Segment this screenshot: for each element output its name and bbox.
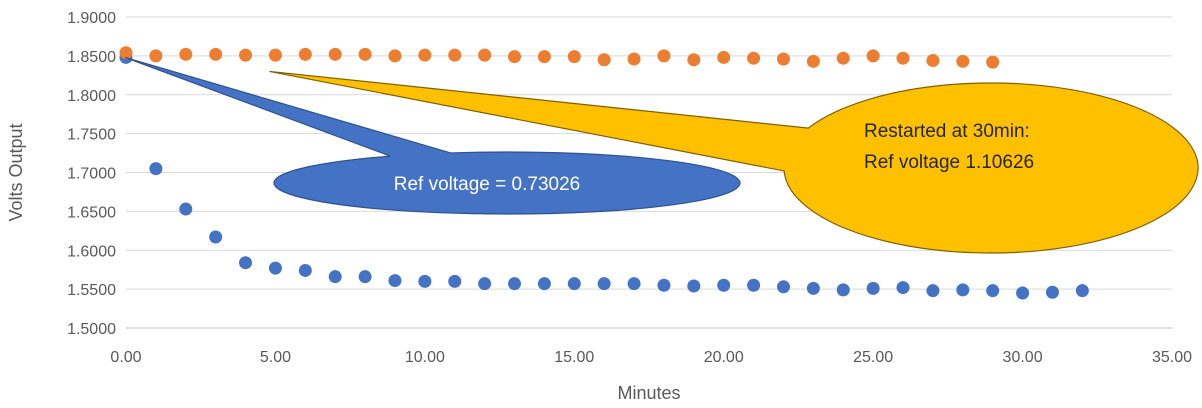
x-tick-label: 20.00: [704, 349, 744, 366]
y-tick-label: 1.5000: [67, 321, 116, 338]
data-point: [747, 279, 760, 292]
data-point: [149, 162, 162, 175]
data-point: [807, 55, 820, 68]
x-axis-title: Minutes: [617, 383, 680, 403]
data-point: [717, 51, 730, 64]
data-point: [329, 48, 342, 61]
data-point: [149, 49, 162, 62]
data-point: [508, 277, 521, 290]
data-point: [329, 270, 342, 283]
y-tick-label: 1.8500: [67, 49, 116, 66]
data-point: [538, 50, 551, 63]
data-point: [179, 48, 192, 61]
data-point: [747, 52, 760, 65]
data-point: [657, 49, 670, 62]
data-point: [628, 277, 641, 290]
data-point: [687, 280, 700, 293]
x-tick-label: 30.00: [1003, 349, 1043, 366]
data-point: [687, 53, 700, 66]
data-point: [418, 275, 431, 288]
data-point: [897, 52, 910, 65]
restart-callout-line-1: Restarted at 30min:: [864, 121, 1030, 142]
data-point: [837, 52, 850, 65]
data-point: [448, 49, 461, 62]
ref-voltage-callout-line: Ref voltage = 0.73026: [394, 174, 580, 195]
data-point: [867, 49, 880, 62]
y-tick-label: 1.6000: [67, 243, 116, 260]
data-point: [299, 264, 312, 277]
data-point: [478, 277, 491, 290]
data-point: [598, 53, 611, 66]
data-point: [359, 48, 372, 61]
y-tick-label: 1.7000: [67, 166, 116, 183]
data-point: [986, 284, 999, 297]
data-point: [956, 283, 969, 296]
data-point: [448, 275, 461, 288]
data-point: [179, 203, 192, 216]
data-point: [956, 55, 969, 68]
data-point: [867, 282, 880, 295]
data-point: [926, 284, 939, 297]
data-point: [418, 49, 431, 62]
y-tick-label: 1.8000: [67, 88, 116, 105]
data-point: [717, 279, 730, 292]
data-point: [807, 282, 820, 295]
y-tick-label: 1.5500: [67, 282, 116, 299]
data-point: [239, 49, 252, 62]
data-point: [359, 270, 372, 283]
data-point: [538, 277, 551, 290]
data-point: [269, 49, 282, 62]
data-point: [568, 50, 581, 63]
data-point: [388, 49, 401, 62]
data-point: [478, 49, 491, 62]
data-point: [657, 279, 670, 292]
data-point: [926, 54, 939, 67]
data-point: [1016, 287, 1029, 300]
data-point: [897, 281, 910, 294]
data-point: [388, 274, 401, 287]
y-tick-label: 1.6500: [67, 204, 116, 221]
y-tick-label: 1.9000: [67, 10, 116, 27]
x-tick-label: 15.00: [554, 349, 594, 366]
restart-callout-line-2: Ref voltage 1.10626: [864, 152, 1034, 173]
x-tick-label: 25.00: [853, 349, 893, 366]
y-axis-ticks: 1.5000 1.5500 1.6000 1.6500 1.7000 1.7500 1.80…: [67, 10, 116, 338]
x-tick-label: 0.00: [110, 349, 141, 366]
data-point: [598, 277, 611, 290]
data-point: [777, 52, 790, 65]
data-point: [299, 48, 312, 61]
data-point: [508, 50, 521, 63]
data-point: [986, 56, 999, 69]
data-point: [1046, 286, 1059, 299]
data-point: [777, 280, 790, 293]
data-point: [1076, 284, 1089, 297]
data-point: [568, 277, 581, 290]
x-axis-ticks: 0.00 5.00 10.00 15.00 20.00 25.00 30.00 35.00: [110, 349, 1192, 366]
data-point: [837, 283, 850, 296]
data-point: [209, 48, 222, 61]
y-tick-label: 1.7500: [67, 127, 116, 144]
x-tick-label: 35.00: [1152, 349, 1192, 366]
x-tick-label: 10.00: [405, 349, 445, 366]
data-point: [209, 231, 222, 244]
ref-voltage-callout-text: Ref voltage = 0.73026: [394, 174, 580, 195]
data-point: [269, 262, 282, 275]
series-2: [120, 46, 1000, 68]
data-point: [628, 52, 641, 65]
y-axis-title: Volts Output: [6, 123, 26, 221]
x-tick-label: 5.00: [260, 349, 291, 366]
data-point: [239, 256, 252, 269]
